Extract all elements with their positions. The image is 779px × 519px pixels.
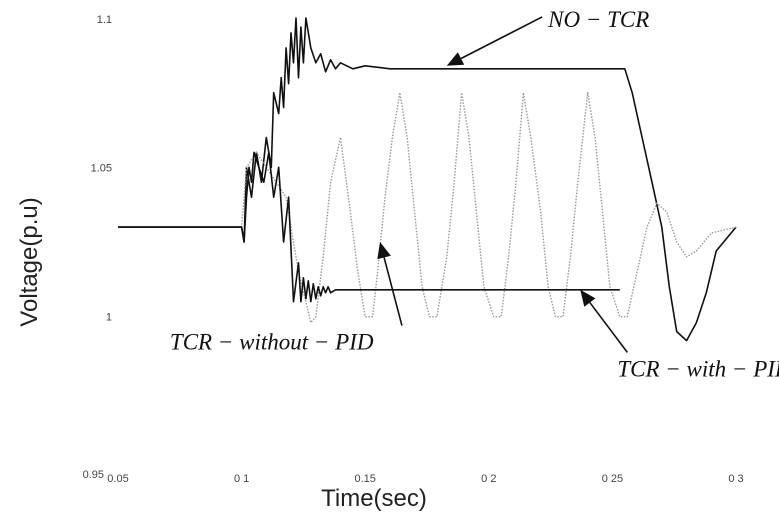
annotation-arrowhead-3 [580, 289, 596, 307]
annotations-layer: NO − TCR TCR − without − PID TCR − with − … [170, 7, 779, 381]
annotation-label-3: TCR − with − PID [617, 356, 779, 381]
series-line-3 [118, 151, 620, 303]
y-axis-label: Voltage(p.u) [16, 197, 43, 326]
annotation-arrowhead-1 [446, 52, 465, 66]
ticks-layer: 0.05 0 1 0.15 0 2 0 25 0 3 0.95 1 1.05 1.1 [83, 14, 744, 485]
y-tick-label: 1.1 [97, 14, 112, 26]
y-tick-label: 0.95 [83, 469, 104, 481]
annotation-arrow-2 [383, 257, 403, 326]
x-tick-label: 0 2 [481, 473, 496, 485]
series-line-2 [118, 92, 737, 324]
x-tick-label: 0 25 [602, 473, 623, 485]
x-tick-label: 0.15 [354, 473, 375, 485]
series-line-1 [118, 17, 737, 342]
x-tick-label: 0 1 [234, 473, 249, 485]
annotation-arrowhead-2 [377, 242, 391, 260]
y-tick-label: 1.05 [91, 162, 112, 174]
series-layer [118, 17, 737, 342]
y-tick-label: 1 [106, 312, 112, 324]
x-tick-label: 0.05 [107, 473, 128, 485]
annotation-label-2: TCR − without − PID [170, 330, 374, 355]
annotation-arrow-1 [460, 16, 543, 60]
annotation-label-1: NO − TCR [547, 7, 649, 32]
x-axis-label: Time(sec) [321, 485, 427, 512]
x-tick-label: 0 3 [728, 473, 743, 485]
annotation-arrow-3 [589, 302, 628, 353]
